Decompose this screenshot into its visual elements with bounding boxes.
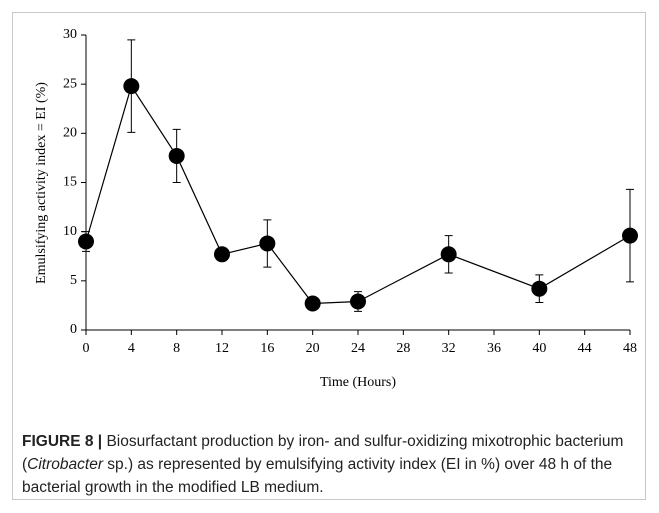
data-point [622, 227, 638, 244]
x-tick-label: 16 [260, 341, 274, 356]
chart: Time (Hours) Emulsifying activity index … [34, 27, 638, 390]
x-tick-label: 40 [532, 341, 546, 356]
data-point [259, 235, 276, 252]
caption-label: FIGURE 8 | [22, 433, 103, 450]
caption: FIGURE 8 | Biosurfactant production by i… [22, 430, 642, 499]
caption-text: sp.) as represented by emulsifying activ… [22, 456, 613, 496]
y-tick-label: 25 [63, 76, 77, 91]
x-tick-label: 28 [396, 341, 410, 356]
y-tick-label: 15 [63, 175, 77, 190]
y-tick-label: 10 [63, 224, 77, 239]
y-tick-label: 30 [63, 27, 77, 42]
x-tick-label: 48 [623, 341, 637, 356]
data-point [168, 147, 185, 164]
caption-italic: Citrobacter [27, 456, 103, 473]
x-tick-label: 24 [351, 341, 365, 356]
data-point [304, 295, 321, 312]
x-tick-label: 32 [442, 341, 456, 356]
x-tick-label: 12 [215, 341, 229, 356]
x-tick-label: 36 [487, 341, 501, 356]
data-point [440, 246, 457, 263]
x-tick-label: 0 [83, 341, 90, 356]
data-point [214, 246, 230, 263]
x-tick-label: 20 [306, 341, 320, 356]
figure-frame [12, 12, 646, 500]
data-point [531, 280, 548, 297]
data-point [78, 233, 94, 250]
y-tick-label: 20 [63, 126, 77, 141]
x-axis-label: Time (Hours) [320, 375, 396, 390]
data-point [123, 78, 140, 95]
x-tick-label: 8 [173, 341, 180, 356]
data-point [350, 293, 366, 310]
caption-text: Biosurfactant production by iron- and su… [22, 433, 624, 473]
y-tick-label: 5 [70, 273, 77, 288]
data-line [85, 84, 631, 305]
y-tick-label: 0 [70, 322, 77, 337]
x-tick-label: 4 [128, 341, 135, 356]
y-axis-label: Emulsifying activity index = EI (%) [34, 82, 49, 284]
x-tick-label: 44 [578, 341, 592, 356]
